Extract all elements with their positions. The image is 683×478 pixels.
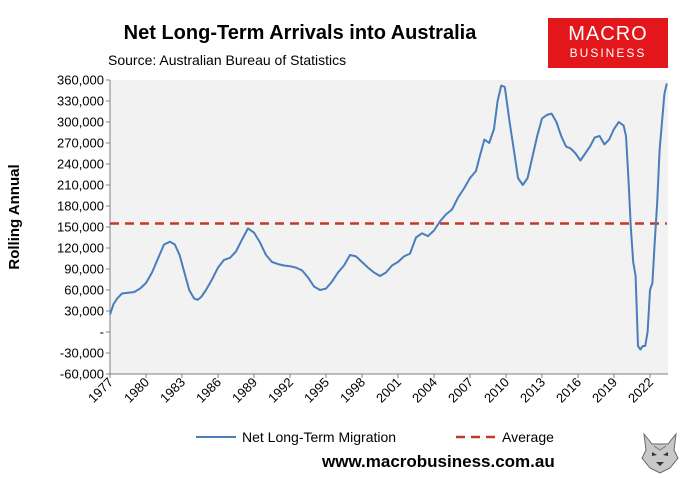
legend-item-migration: Net Long-Term Migration	[196, 429, 396, 445]
plot-area	[110, 80, 668, 374]
x-tick-label: 1983	[157, 375, 188, 406]
y-tick-label: 270,000	[57, 136, 104, 151]
x-tick-label: 1995	[301, 375, 332, 406]
x-tick-label: 1992	[265, 375, 296, 406]
y-tick-label: 210,000	[57, 178, 104, 193]
y-tick-label: 330,000	[57, 94, 104, 109]
x-tick-label: 1998	[337, 375, 368, 406]
y-tick-label: 240,000	[57, 157, 104, 172]
x-tick-label: 2004	[409, 375, 440, 406]
chart-title: Net Long-Term Arrivals into Australia	[123, 22, 477, 44]
y-tick-label: -	[100, 325, 104, 340]
legend-item-average: Average	[456, 429, 554, 445]
x-tick-label: 2007	[445, 375, 476, 406]
y-tick-label: 150,000	[57, 220, 104, 235]
y-tick-label: 360,000	[57, 73, 104, 88]
wolf-head-icon	[641, 432, 679, 474]
y-tick-label: 300,000	[57, 115, 104, 130]
x-tick-label: 2001	[373, 375, 404, 406]
legend-label: Average	[502, 429, 554, 445]
y-axis-label: Rolling Annual	[6, 164, 23, 269]
y-tick-label: 90,000	[64, 262, 104, 277]
legend: Net Long-Term Migration Average	[196, 429, 554, 445]
y-tick-label: 120,000	[57, 241, 104, 256]
migration-series-line	[109, 83, 668, 351]
macrobusiness-logo: MACRO BUSINESS	[548, 18, 668, 68]
y-tick-label: 60,000	[64, 283, 104, 298]
logo-line-business: BUSINESS	[569, 46, 647, 60]
x-tick-label: 2010	[481, 375, 512, 406]
website-url: www.macrobusiness.com.au	[322, 452, 555, 471]
x-tick-label: 1986	[193, 375, 224, 406]
y-tick-label: -60,000	[60, 367, 104, 382]
legend-label: Net Long-Term Migration	[242, 429, 396, 445]
x-tick-label: 2013	[517, 375, 548, 406]
x-tick-label: 2022	[625, 375, 656, 406]
x-tick-label: 2019	[589, 375, 620, 406]
y-tick-label: -30,000	[60, 346, 104, 361]
y-axis: -60,000-30,000-30,00060,00090,000120,000…	[57, 73, 111, 382]
series-layer	[109, 83, 668, 351]
logo-line-macro: MACRO	[568, 23, 648, 45]
x-tick-label: 1980	[121, 375, 152, 406]
y-tick-label: 30,000	[64, 304, 104, 319]
chart-subtitle: Source: Australian Bureau of Statistics	[108, 52, 347, 68]
x-tick-label: 2016	[553, 375, 584, 406]
y-tick-label: 180,000	[57, 199, 104, 214]
x-tick-label: 1989	[229, 375, 260, 406]
x-axis: 1977 1980 1983 1986 1989 1992 1995 1998 2001 2004…	[85, 373, 668, 406]
